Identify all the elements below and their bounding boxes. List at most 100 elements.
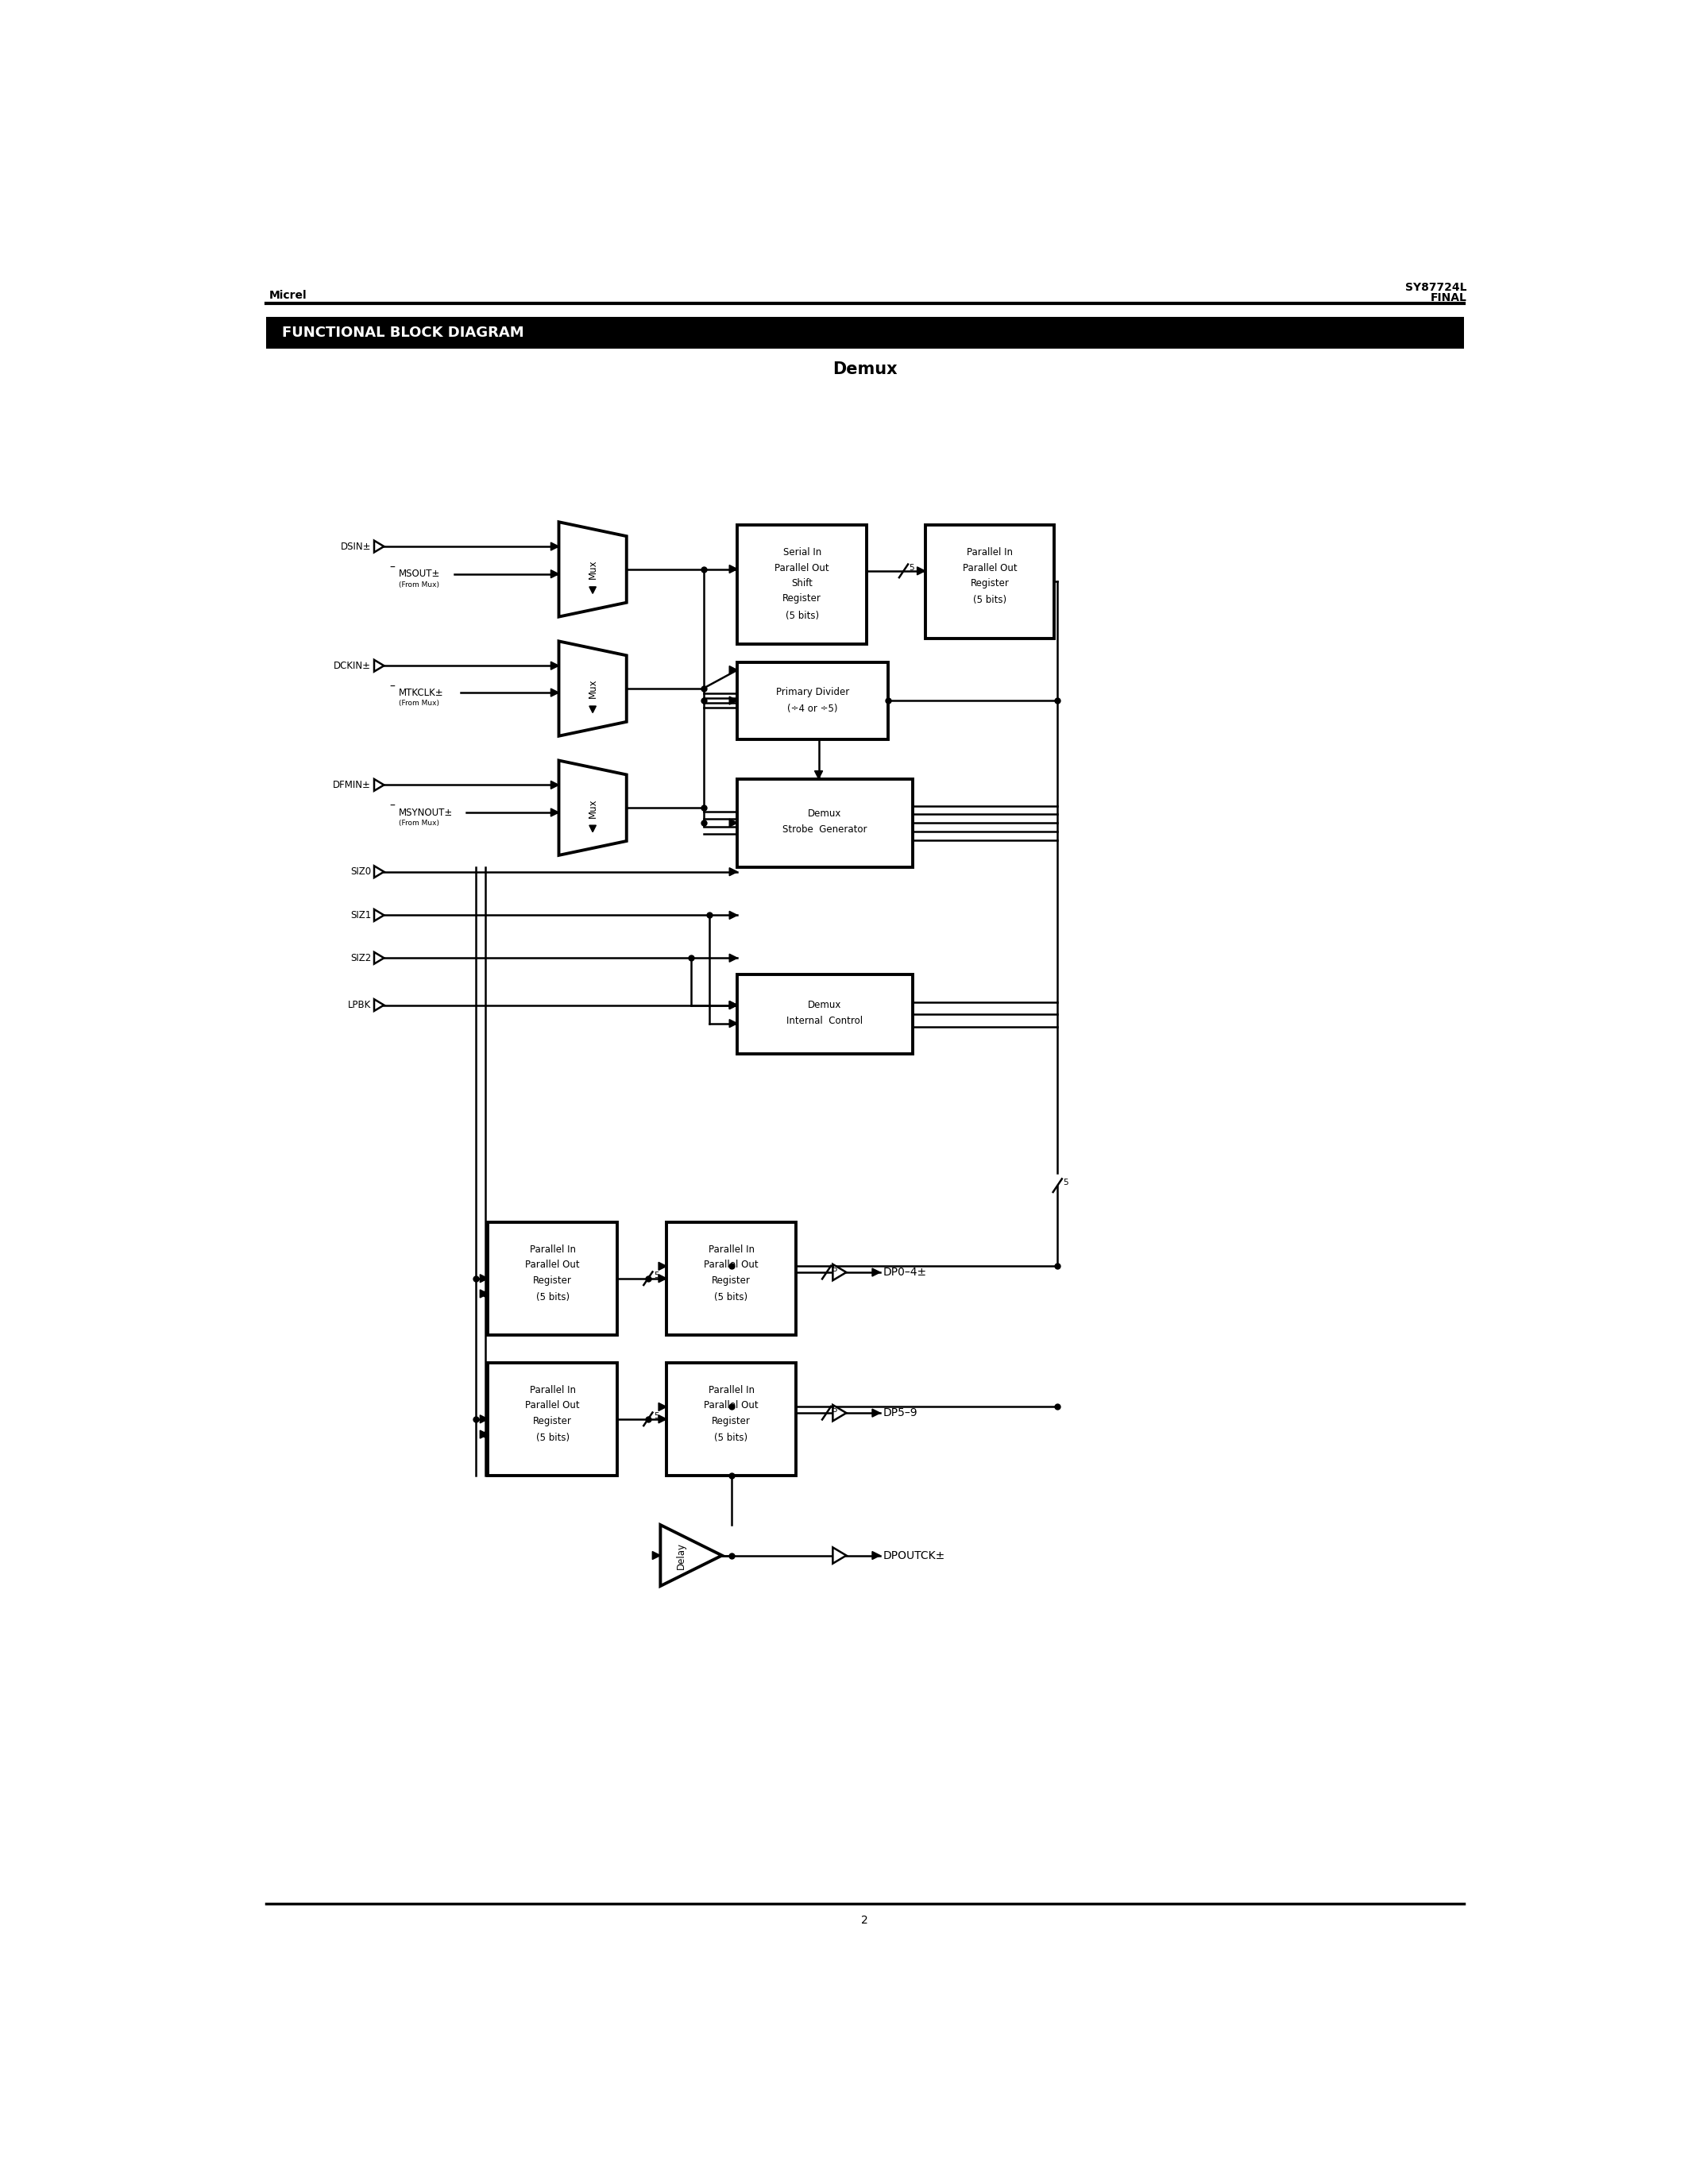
Text: DPOUTCK±: DPOUTCK± xyxy=(883,1551,945,1562)
Polygon shape xyxy=(658,1415,667,1424)
Text: Parallel Out: Parallel Out xyxy=(525,1260,581,1271)
Text: DFMIN±: DFMIN± xyxy=(333,780,371,791)
Bar xyxy=(738,780,913,867)
Text: Parallel In: Parallel In xyxy=(530,1245,576,1256)
Text: (5 bits): (5 bits) xyxy=(537,1433,569,1444)
Polygon shape xyxy=(729,819,738,828)
Polygon shape xyxy=(652,1551,660,1559)
Text: (5 bits): (5 bits) xyxy=(785,609,819,620)
Polygon shape xyxy=(589,587,596,594)
Polygon shape xyxy=(658,1275,667,1282)
Polygon shape xyxy=(658,1262,667,1271)
Polygon shape xyxy=(479,1415,488,1424)
Polygon shape xyxy=(729,867,738,876)
Text: –: – xyxy=(390,802,395,812)
Text: Demux: Demux xyxy=(832,360,898,378)
Text: Shift: Shift xyxy=(792,579,812,587)
Text: (5 bits): (5 bits) xyxy=(714,1293,748,1302)
Bar xyxy=(925,524,1055,638)
Polygon shape xyxy=(375,542,383,553)
Polygon shape xyxy=(589,826,596,832)
Bar xyxy=(738,524,866,644)
Text: SIZ0: SIZ0 xyxy=(351,867,371,878)
Text: DSIN±: DSIN± xyxy=(341,542,371,553)
Polygon shape xyxy=(375,1000,383,1011)
Text: (5 bits): (5 bits) xyxy=(714,1433,748,1444)
Text: (÷4 or ÷5): (÷4 or ÷5) xyxy=(787,703,837,714)
Polygon shape xyxy=(375,952,383,963)
Text: Mux: Mux xyxy=(587,679,598,699)
Polygon shape xyxy=(729,1000,738,1009)
Polygon shape xyxy=(917,568,925,574)
Bar xyxy=(488,1223,618,1334)
Polygon shape xyxy=(729,911,738,919)
Text: Demux: Demux xyxy=(809,808,842,819)
Polygon shape xyxy=(550,662,559,670)
Text: (From Mux): (From Mux) xyxy=(398,701,439,708)
Text: Parallel Out: Parallel Out xyxy=(704,1260,758,1271)
Text: Register: Register xyxy=(533,1275,572,1286)
Text: Parallel In: Parallel In xyxy=(709,1385,755,1396)
Polygon shape xyxy=(658,1402,667,1411)
Polygon shape xyxy=(559,522,626,616)
Text: MSOUT±: MSOUT± xyxy=(398,568,441,579)
Text: Register: Register xyxy=(712,1275,751,1286)
Text: LPBK: LPBK xyxy=(348,1000,371,1011)
Text: DP5–9: DP5–9 xyxy=(883,1406,918,1420)
Polygon shape xyxy=(375,909,383,922)
Bar xyxy=(667,1363,795,1476)
Text: Parallel Out: Parallel Out xyxy=(775,563,829,572)
Polygon shape xyxy=(729,666,738,675)
Polygon shape xyxy=(479,1275,488,1282)
Polygon shape xyxy=(660,1524,722,1586)
Text: FUNCTIONAL BLOCK DIAGRAM: FUNCTIONAL BLOCK DIAGRAM xyxy=(282,325,523,341)
Text: SY87724L: SY87724L xyxy=(1406,282,1467,293)
Text: Parallel In: Parallel In xyxy=(709,1245,755,1256)
Text: Parallel Out: Parallel Out xyxy=(962,563,1016,572)
Polygon shape xyxy=(559,760,626,856)
Polygon shape xyxy=(550,542,559,550)
Text: –: – xyxy=(390,561,395,574)
Polygon shape xyxy=(873,1551,879,1559)
Text: –: – xyxy=(390,681,395,692)
Polygon shape xyxy=(559,642,626,736)
Polygon shape xyxy=(729,954,738,961)
Polygon shape xyxy=(729,1000,738,1009)
Polygon shape xyxy=(589,705,596,712)
Text: 5: 5 xyxy=(910,563,915,572)
Polygon shape xyxy=(550,782,559,788)
Polygon shape xyxy=(729,1020,738,1026)
Text: Register: Register xyxy=(971,579,1009,587)
Bar xyxy=(738,662,888,738)
Text: MSYNOUT±: MSYNOUT± xyxy=(398,808,452,817)
Polygon shape xyxy=(550,570,559,579)
Text: (From Mux): (From Mux) xyxy=(398,581,439,587)
Polygon shape xyxy=(375,660,383,670)
Text: Mux: Mux xyxy=(587,797,598,817)
Polygon shape xyxy=(479,1431,488,1439)
Text: DP0–4±: DP0–4± xyxy=(883,1267,927,1278)
Text: SIZ1: SIZ1 xyxy=(349,911,371,919)
Text: 2: 2 xyxy=(861,1915,868,1926)
Text: 5: 5 xyxy=(1063,1177,1069,1186)
Text: DCKIN±: DCKIN± xyxy=(334,660,371,670)
Polygon shape xyxy=(873,1409,879,1417)
Text: Mux: Mux xyxy=(587,559,598,579)
Polygon shape xyxy=(729,566,738,572)
Text: (5 bits): (5 bits) xyxy=(537,1293,569,1302)
Text: Register: Register xyxy=(783,594,822,603)
Text: Register: Register xyxy=(533,1415,572,1426)
Text: Internal  Control: Internal Control xyxy=(787,1016,863,1026)
Polygon shape xyxy=(375,780,383,791)
Text: 5: 5 xyxy=(653,1271,658,1280)
Text: 5: 5 xyxy=(832,1406,837,1413)
Bar xyxy=(738,974,913,1055)
Text: Parallel In: Parallel In xyxy=(530,1385,576,1396)
Polygon shape xyxy=(375,865,383,878)
Polygon shape xyxy=(815,771,822,780)
Polygon shape xyxy=(832,1548,846,1564)
Text: MTKCLK±: MTKCLK± xyxy=(398,688,444,697)
Bar xyxy=(267,317,1463,349)
Polygon shape xyxy=(479,1291,488,1297)
Polygon shape xyxy=(873,1269,879,1275)
